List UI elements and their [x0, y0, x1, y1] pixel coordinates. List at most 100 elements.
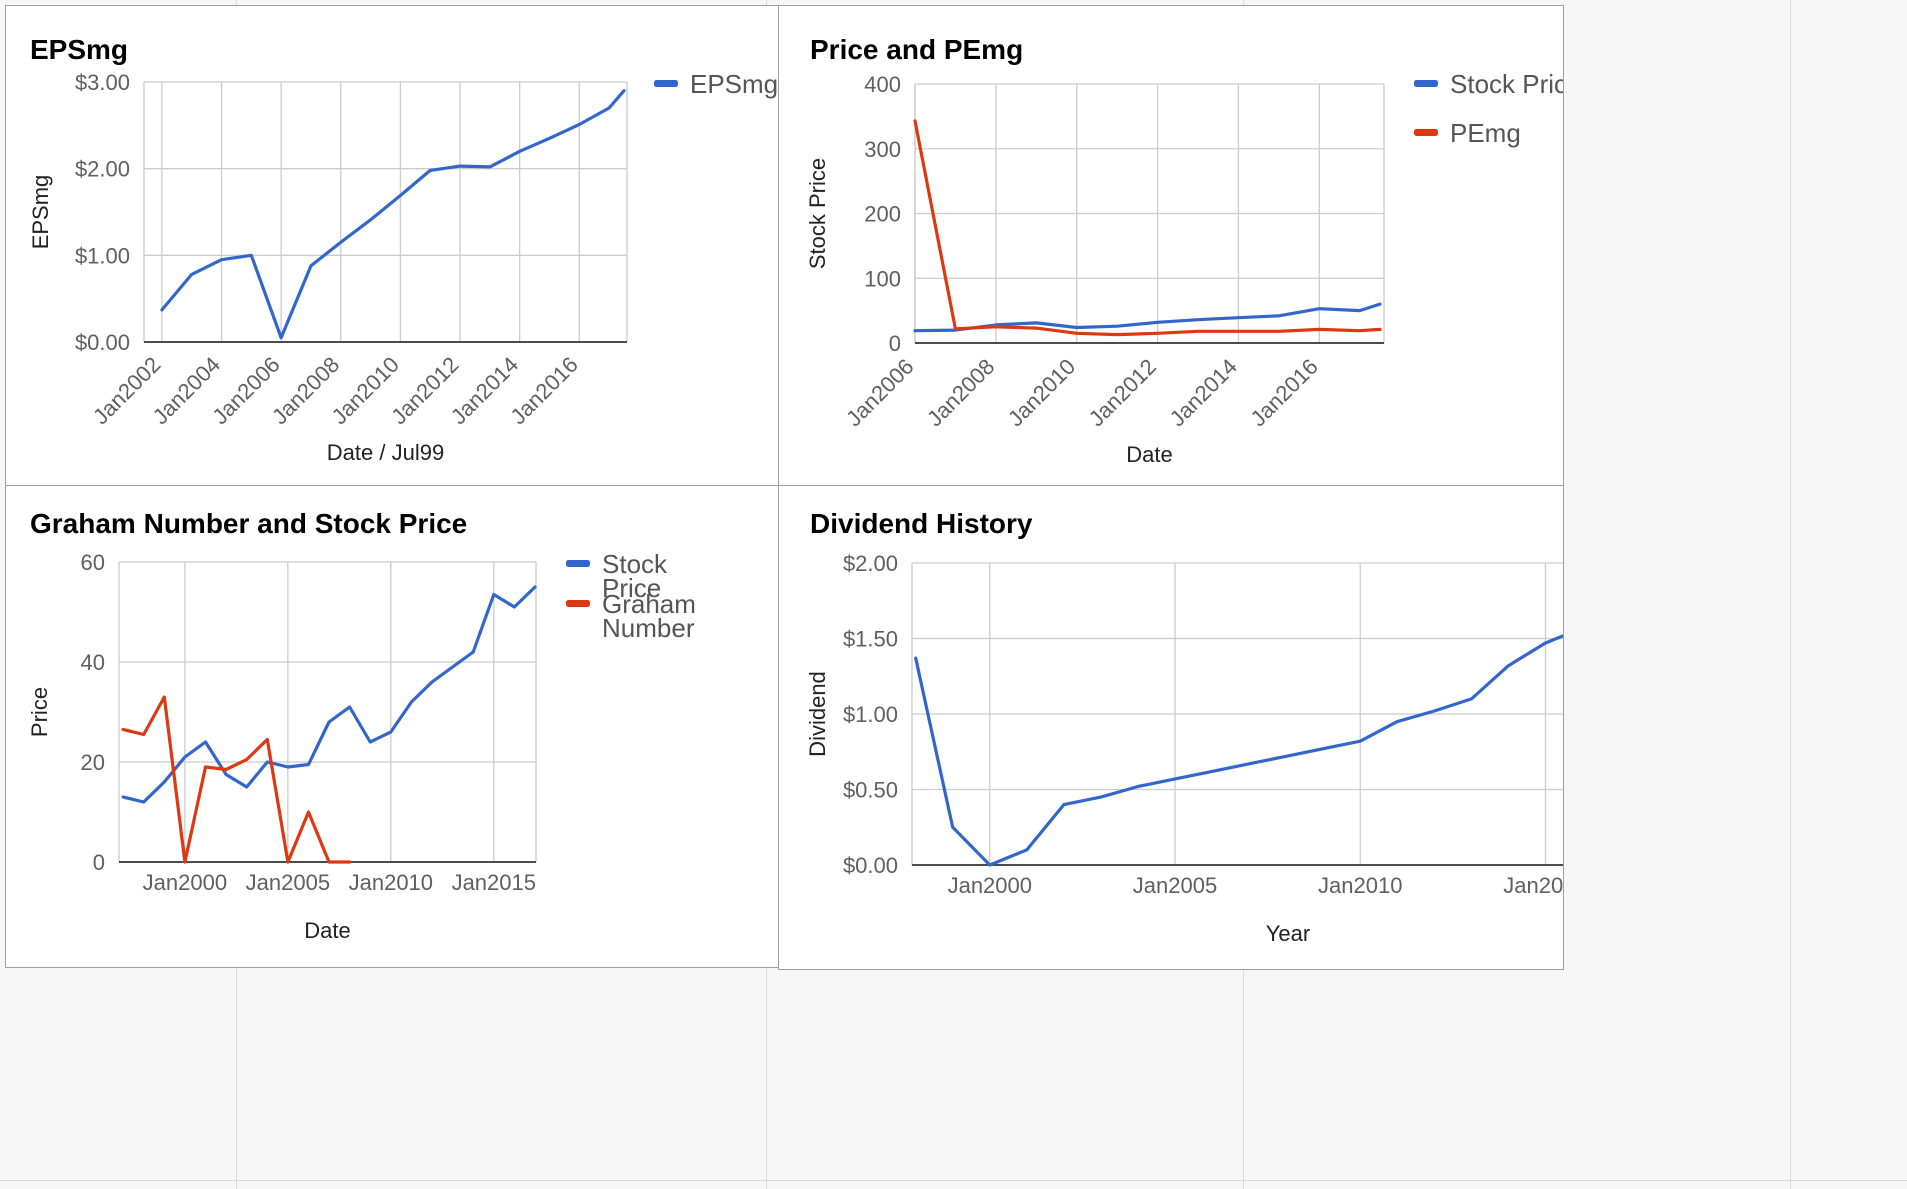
- data-point: [623, 90, 625, 92]
- y-tick-label: 40: [81, 650, 105, 675]
- data-point: [1237, 330, 1239, 332]
- data-point: [225, 774, 227, 775]
- legend-swatch: [654, 80, 678, 87]
- data-point: [399, 195, 401, 196]
- data-point: [349, 861, 351, 863]
- sheet-gridline: [1790, 0, 1791, 1189]
- y-tick-label: $0.50: [843, 778, 898, 803]
- data-point: [1197, 319, 1199, 321]
- data-point: [1318, 328, 1320, 330]
- data-point: [1026, 849, 1028, 851]
- legend-label: PEmg: [1450, 118, 1521, 148]
- legend-label: EPSmg: [690, 69, 778, 99]
- data-point: [1197, 330, 1199, 332]
- chart-panel-graham-number[interactable]: Graham Number and Stock Price 0 20 40 60 Jan2…: [5, 485, 782, 968]
- y-tick-label: 0: [93, 850, 105, 875]
- data-point: [1063, 804, 1065, 806]
- data-point: [995, 324, 997, 326]
- data-point: [225, 769, 227, 770]
- data-point: [340, 241, 342, 243]
- y-tick-label: 300: [864, 137, 901, 162]
- chart-panel-epsmg[interactable]: EPSmg $0.00 $1.00 $2.00 $3.00 Jan2002 Jan2004 J…: [5, 5, 782, 487]
- data-point: [246, 759, 248, 760]
- chart-title: Graham Number and Stock Price: [30, 508, 467, 539]
- y-tick-label: 0: [889, 331, 901, 356]
- data-point: [1318, 308, 1320, 310]
- data-point: [349, 706, 351, 708]
- data-point: [250, 254, 252, 256]
- data-point: [1137, 786, 1139, 787]
- data-point: [1278, 315, 1280, 317]
- data-point: [205, 741, 206, 743]
- x-axis-title: Year: [1266, 921, 1310, 946]
- data-point: [1379, 328, 1381, 330]
- x-tick-label: Jan2008: [922, 354, 999, 431]
- y-axis-title: Price: [27, 687, 52, 737]
- data-point: [578, 124, 580, 125]
- sheet-gridline: [0, 1180, 1907, 1181]
- data-point: [266, 761, 268, 763]
- chart-svg-epsmg: EPSmg$0.00$1.00$2.00$3.00Jan2002Jan2004J…: [28, 34, 778, 465]
- data-point: [1379, 303, 1381, 305]
- data-point: [184, 861, 186, 863]
- data-point: [266, 739, 268, 740]
- data-point: [1100, 796, 1102, 798]
- data-point: [1237, 317, 1239, 319]
- series-line-1: [914, 634, 1563, 867]
- data-point: [163, 696, 165, 698]
- data-point: [429, 169, 431, 171]
- data-point: [954, 328, 956, 330]
- data-point: [310, 265, 312, 267]
- data-point: [952, 826, 954, 828]
- x-tick-label: Jan2010: [349, 870, 433, 895]
- x-tick-label: Jan2010: [1318, 873, 1402, 898]
- data-point: [308, 811, 309, 813]
- data-point: [328, 861, 330, 863]
- y-tick-label: $2.00: [843, 551, 898, 576]
- y-tick-label: $1.00: [843, 702, 898, 727]
- data-point: [1248, 763, 1250, 765]
- data-point: [989, 864, 991, 866]
- data-point: [914, 120, 916, 122]
- legend-swatch: [1414, 80, 1438, 87]
- series-line-2: [121, 695, 352, 864]
- y-tick-label: 400: [864, 72, 901, 97]
- x-tick-label: Jan2015: [1503, 873, 1564, 898]
- data-point: [370, 219, 372, 221]
- chart-svg-price-pemg: Price and PEmg 0 100 200 300 400 Jan2006 Jan200…: [805, 34, 1564, 467]
- data-point: [1035, 327, 1037, 329]
- data-point: [459, 165, 461, 167]
- y-axis-title: Dividend: [805, 671, 830, 757]
- x-tick-label: Jan2006: [841, 354, 918, 431]
- x-tick-label: Jan2000: [143, 870, 227, 895]
- x-tick-label: Jan2005: [246, 870, 330, 895]
- data-point: [1359, 740, 1361, 742]
- data-point: [246, 786, 248, 788]
- y-tick-label: $1.00: [75, 243, 130, 268]
- data-point: [1076, 332, 1078, 334]
- chart-panel-price-pemg[interactable]: Price and PEmg 0 100 200 300 400 Jan2006 Jan200…: [778, 5, 1564, 487]
- data-point: [1174, 778, 1176, 780]
- data-point: [1470, 698, 1472, 700]
- chart-panel-dividend-history[interactable]: Dividend History $0.00 $0.50 $1.00 $1.50 $2.0…: [778, 485, 1564, 970]
- data-point: [915, 657, 917, 659]
- data-point: [1076, 327, 1078, 328]
- data-point: [143, 801, 145, 803]
- chart-title: Price and PEmg: [810, 34, 1023, 65]
- data-point: [995, 326, 997, 328]
- y-tick-label: 60: [81, 550, 105, 575]
- data-point: [452, 666, 454, 668]
- data-point: [493, 594, 495, 595]
- data-point: [431, 681, 433, 683]
- data-point: [1278, 330, 1280, 332]
- data-point: [205, 766, 206, 768]
- data-point: [221, 259, 222, 261]
- data-point: [1157, 332, 1159, 334]
- data-point: [287, 861, 289, 863]
- legend-label: Stock Price: [1450, 69, 1564, 99]
- data-point: [519, 150, 521, 152]
- data-point: [1396, 721, 1398, 723]
- y-tick-label: 20: [81, 750, 105, 775]
- legend-label-line: Graham: [602, 589, 696, 619]
- data-point: [513, 606, 515, 608]
